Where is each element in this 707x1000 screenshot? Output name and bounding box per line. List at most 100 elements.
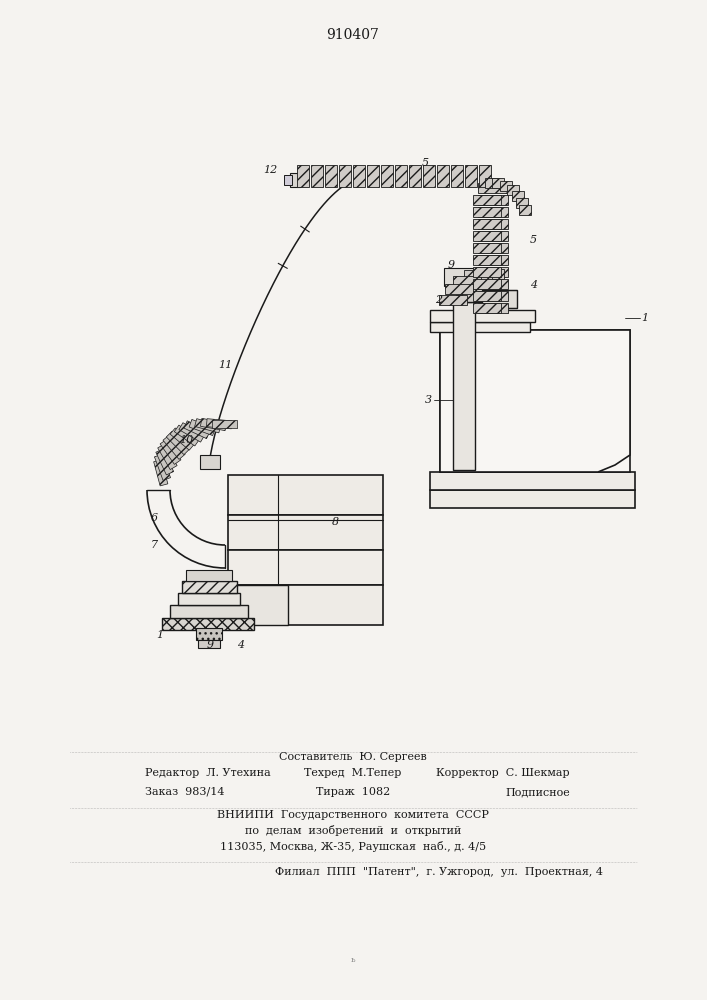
Bar <box>478 303 508 313</box>
Polygon shape <box>170 428 194 450</box>
Bar <box>464 270 492 280</box>
Bar <box>196 628 222 640</box>
Polygon shape <box>163 435 185 459</box>
Text: 7: 7 <box>151 540 158 550</box>
Text: Заказ  983/14: Заказ 983/14 <box>145 787 225 797</box>
Bar <box>478 279 508 289</box>
Bar <box>473 303 501 313</box>
Polygon shape <box>166 431 189 455</box>
Polygon shape <box>201 418 226 431</box>
Bar <box>353 165 365 187</box>
Polygon shape <box>213 420 238 428</box>
Bar <box>178 593 240 605</box>
Text: 10: 10 <box>179 435 193 445</box>
Bar <box>473 267 501 277</box>
Bar <box>507 185 519 195</box>
Text: ВНИИПИ  Государственного  комитета  СССР: ВНИИПИ Государственного комитета СССР <box>217 810 489 820</box>
Text: 5: 5 <box>421 158 428 168</box>
Polygon shape <box>153 460 168 486</box>
Bar <box>478 267 508 277</box>
Text: 9: 9 <box>448 260 455 270</box>
Bar <box>290 173 300 187</box>
Bar <box>476 269 504 279</box>
Bar <box>485 178 497 188</box>
Polygon shape <box>184 421 210 439</box>
Text: Филиал  ППП  "Патент",  г. Ужгород,  ул.  Проектная, 4: Филиал ППП "Патент", г. Ужгород, ул. Про… <box>275 867 603 877</box>
Bar <box>430 490 635 508</box>
Bar <box>478 219 508 229</box>
Text: Подписное: Подписное <box>506 787 570 797</box>
Bar <box>437 165 449 187</box>
Bar <box>473 219 501 229</box>
Text: Корректор  С. Шекмар: Корректор С. Шекмар <box>436 768 570 778</box>
Bar <box>500 181 512 191</box>
Text: 11: 11 <box>218 360 232 370</box>
Bar <box>325 165 337 187</box>
Polygon shape <box>160 439 181 464</box>
Text: 1: 1 <box>156 630 163 640</box>
Bar <box>478 207 508 217</box>
Text: 6: 6 <box>151 513 158 523</box>
Bar <box>228 550 383 585</box>
Bar <box>519 205 531 215</box>
Text: 4: 4 <box>530 280 537 290</box>
Bar <box>473 231 501 241</box>
Bar <box>430 310 535 322</box>
Bar <box>478 255 508 265</box>
Bar <box>297 165 309 187</box>
Bar <box>200 455 220 469</box>
Polygon shape <box>175 425 199 446</box>
Polygon shape <box>194 419 221 433</box>
Bar <box>473 291 501 301</box>
Bar <box>367 165 379 187</box>
Bar <box>423 165 435 187</box>
Bar <box>473 255 501 265</box>
Polygon shape <box>158 444 177 470</box>
Bar <box>478 183 508 193</box>
Bar <box>453 300 475 470</box>
Bar <box>473 243 501 253</box>
Text: 12: 12 <box>263 165 277 175</box>
Bar <box>478 243 508 253</box>
Polygon shape <box>440 330 630 472</box>
Bar <box>228 515 383 550</box>
Bar <box>228 585 288 625</box>
Bar <box>444 268 474 286</box>
Bar <box>311 165 323 187</box>
Text: Техред  М.Тепер: Техред М.Тепер <box>304 768 402 778</box>
Bar <box>440 330 630 472</box>
Bar <box>409 165 421 187</box>
Bar <box>430 322 530 332</box>
Polygon shape <box>189 419 216 436</box>
Bar <box>473 207 501 217</box>
Bar <box>430 472 635 490</box>
Text: 8: 8 <box>332 517 339 527</box>
Bar <box>228 475 383 515</box>
Text: 113035, Москва, Ж-35, Раушская  наб., д. 4/5: 113035, Москва, Ж-35, Раушская наб., д. … <box>220 842 486 852</box>
Polygon shape <box>206 419 232 429</box>
Bar <box>395 165 407 187</box>
Bar <box>478 291 508 301</box>
Bar <box>170 605 248 618</box>
Text: 5: 5 <box>530 235 537 245</box>
Bar <box>182 581 237 593</box>
Bar <box>465 165 477 187</box>
Bar <box>479 165 491 187</box>
Text: по  делам  изобретений  и  открытий: по делам изобретений и открытий <box>245 826 461 836</box>
Bar <box>228 585 383 625</box>
Bar <box>482 290 517 308</box>
Bar <box>439 295 467 305</box>
Bar <box>512 191 524 201</box>
Bar <box>453 276 481 286</box>
Bar <box>492 178 504 188</box>
Bar <box>460 286 468 295</box>
Bar <box>198 640 220 648</box>
Text: 2: 2 <box>435 295 442 305</box>
Text: 3: 3 <box>425 395 432 405</box>
Bar <box>462 280 484 302</box>
Polygon shape <box>156 449 174 475</box>
Bar <box>478 195 508 205</box>
Bar <box>162 618 254 630</box>
Text: ь: ь <box>351 956 356 964</box>
Text: 9: 9 <box>206 640 214 650</box>
